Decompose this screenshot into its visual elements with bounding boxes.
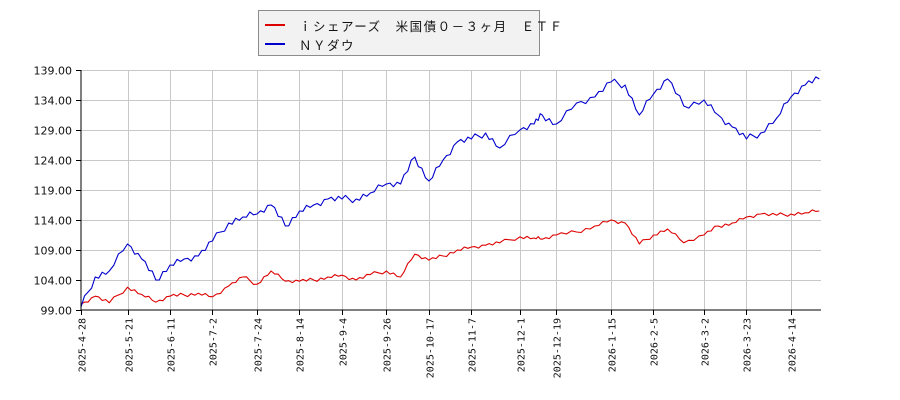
series-line-dow (80, 76, 820, 308)
y-tick-label: 104.00 (34, 275, 73, 288)
y-axis-ticks: 99.00 104.00 109.00 114.00 119.00 124.00 129.0… (34, 65, 81, 318)
y-tick-label: 139.00 (34, 65, 73, 78)
x-tick-label: 2025-7-24 (254, 318, 265, 372)
x-tick-label: 2025-7-2 (209, 318, 220, 366)
x-tick-label: 2025-9-4 (339, 318, 350, 366)
x-tick-label: 2025-11-7 (468, 318, 479, 372)
y-tick-label: 129.00 (34, 125, 73, 138)
legend-label-etf: ｉシェアーズ 米国債０－３ヶ月 ＥＴＦ (299, 18, 564, 34)
x-tick-label: 2025-8-14 (296, 318, 307, 372)
legend-swatch-blue (265, 43, 285, 45)
series-lines (80, 76, 820, 308)
legend-item-etf: ｉシェアーズ 米国債０－３ヶ月 ＥＴＦ (265, 16, 564, 34)
x-tick-label: 2026-3-2 (701, 318, 712, 366)
x-tick-label: 2025-12-1 (517, 318, 528, 372)
y-tick-label: 99.00 (41, 305, 73, 318)
x-tick-label: 2025-5-21 (125, 318, 136, 372)
y-tick-label: 119.00 (34, 185, 73, 198)
x-tick-label: 2026-3-23 (743, 318, 754, 372)
legend-item-dow: ＮＹダウ (265, 35, 355, 53)
x-tick-label: 2026-4-14 (788, 318, 799, 372)
x-tick-label: 2025-4-28 (78, 318, 89, 372)
x-tick-label: 2026-2-5 (650, 318, 661, 366)
legend-label-dow: ＮＹダウ (299, 37, 356, 53)
vertical-gridlines (128, 70, 792, 310)
y-tick-label: 134.00 (34, 95, 73, 108)
x-tick-label: 2025-6-11 (167, 318, 178, 372)
x-tick-label: 2025-12-19 (553, 318, 564, 378)
y-tick-label: 109.00 (34, 245, 73, 258)
y-tick-label: 114.00 (34, 215, 73, 228)
x-axis-ticks: 2025-4-28 2025-5-21 2025-6-11 2025-7-2 2025-… (78, 310, 799, 378)
y-tick-label: 124.00 (34, 155, 73, 168)
x-tick-label: 2025-9-26 (383, 318, 394, 372)
series-line-etf (80, 209, 820, 305)
x-tick-label: 2026-1-15 (608, 318, 619, 372)
legend-swatch-red (265, 24, 285, 26)
x-tick-label: 2025-10-17 (426, 318, 437, 378)
horizontal-gridlines (81, 70, 821, 281)
legend: ｉシェアーズ 米国債０－３ヶ月 ＥＴＦ ＮＹダウ (258, 10, 562, 56)
